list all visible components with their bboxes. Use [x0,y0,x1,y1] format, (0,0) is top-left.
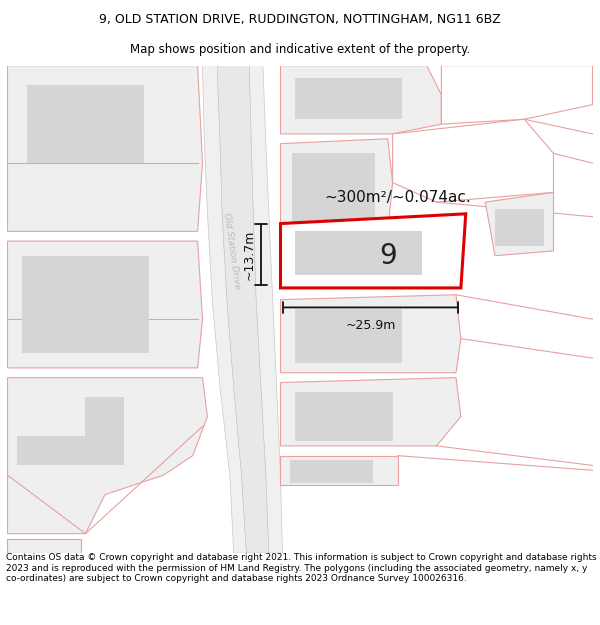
Text: ~300m²/~0.074ac.: ~300m²/~0.074ac. [324,190,471,205]
Polygon shape [280,378,461,446]
Bar [295,392,392,441]
Bar [495,209,544,246]
Polygon shape [7,66,203,231]
Polygon shape [280,66,442,134]
Polygon shape [280,295,461,372]
Polygon shape [442,66,593,124]
Bar [27,85,144,163]
Text: 9: 9 [379,242,397,270]
Polygon shape [17,397,125,466]
Polygon shape [280,139,392,241]
Text: Contains OS data © Crown copyright and database right 2021. This information is : Contains OS data © Crown copyright and d… [6,553,596,583]
Text: ~25.9m: ~25.9m [346,319,396,332]
Text: Old Station Drive: Old Station Drive [222,212,242,290]
Bar [295,231,422,275]
Bar [295,78,403,119]
Polygon shape [485,192,554,256]
Polygon shape [280,214,466,288]
Polygon shape [7,241,203,368]
Polygon shape [280,456,398,485]
Bar [292,153,375,222]
Polygon shape [392,119,554,202]
Bar [295,309,403,363]
Bar [22,256,149,353]
Bar [290,459,373,483]
Polygon shape [217,66,269,553]
Text: Map shows position and indicative extent of the property.: Map shows position and indicative extent… [130,42,470,56]
Polygon shape [7,539,80,553]
Polygon shape [203,66,283,553]
Polygon shape [7,378,208,534]
Text: ~13.7m: ~13.7m [242,229,255,280]
Text: 9, OLD STATION DRIVE, RUDDINGTON, NOTTINGHAM, NG11 6BZ: 9, OLD STATION DRIVE, RUDDINGTON, NOTTIN… [99,13,501,26]
